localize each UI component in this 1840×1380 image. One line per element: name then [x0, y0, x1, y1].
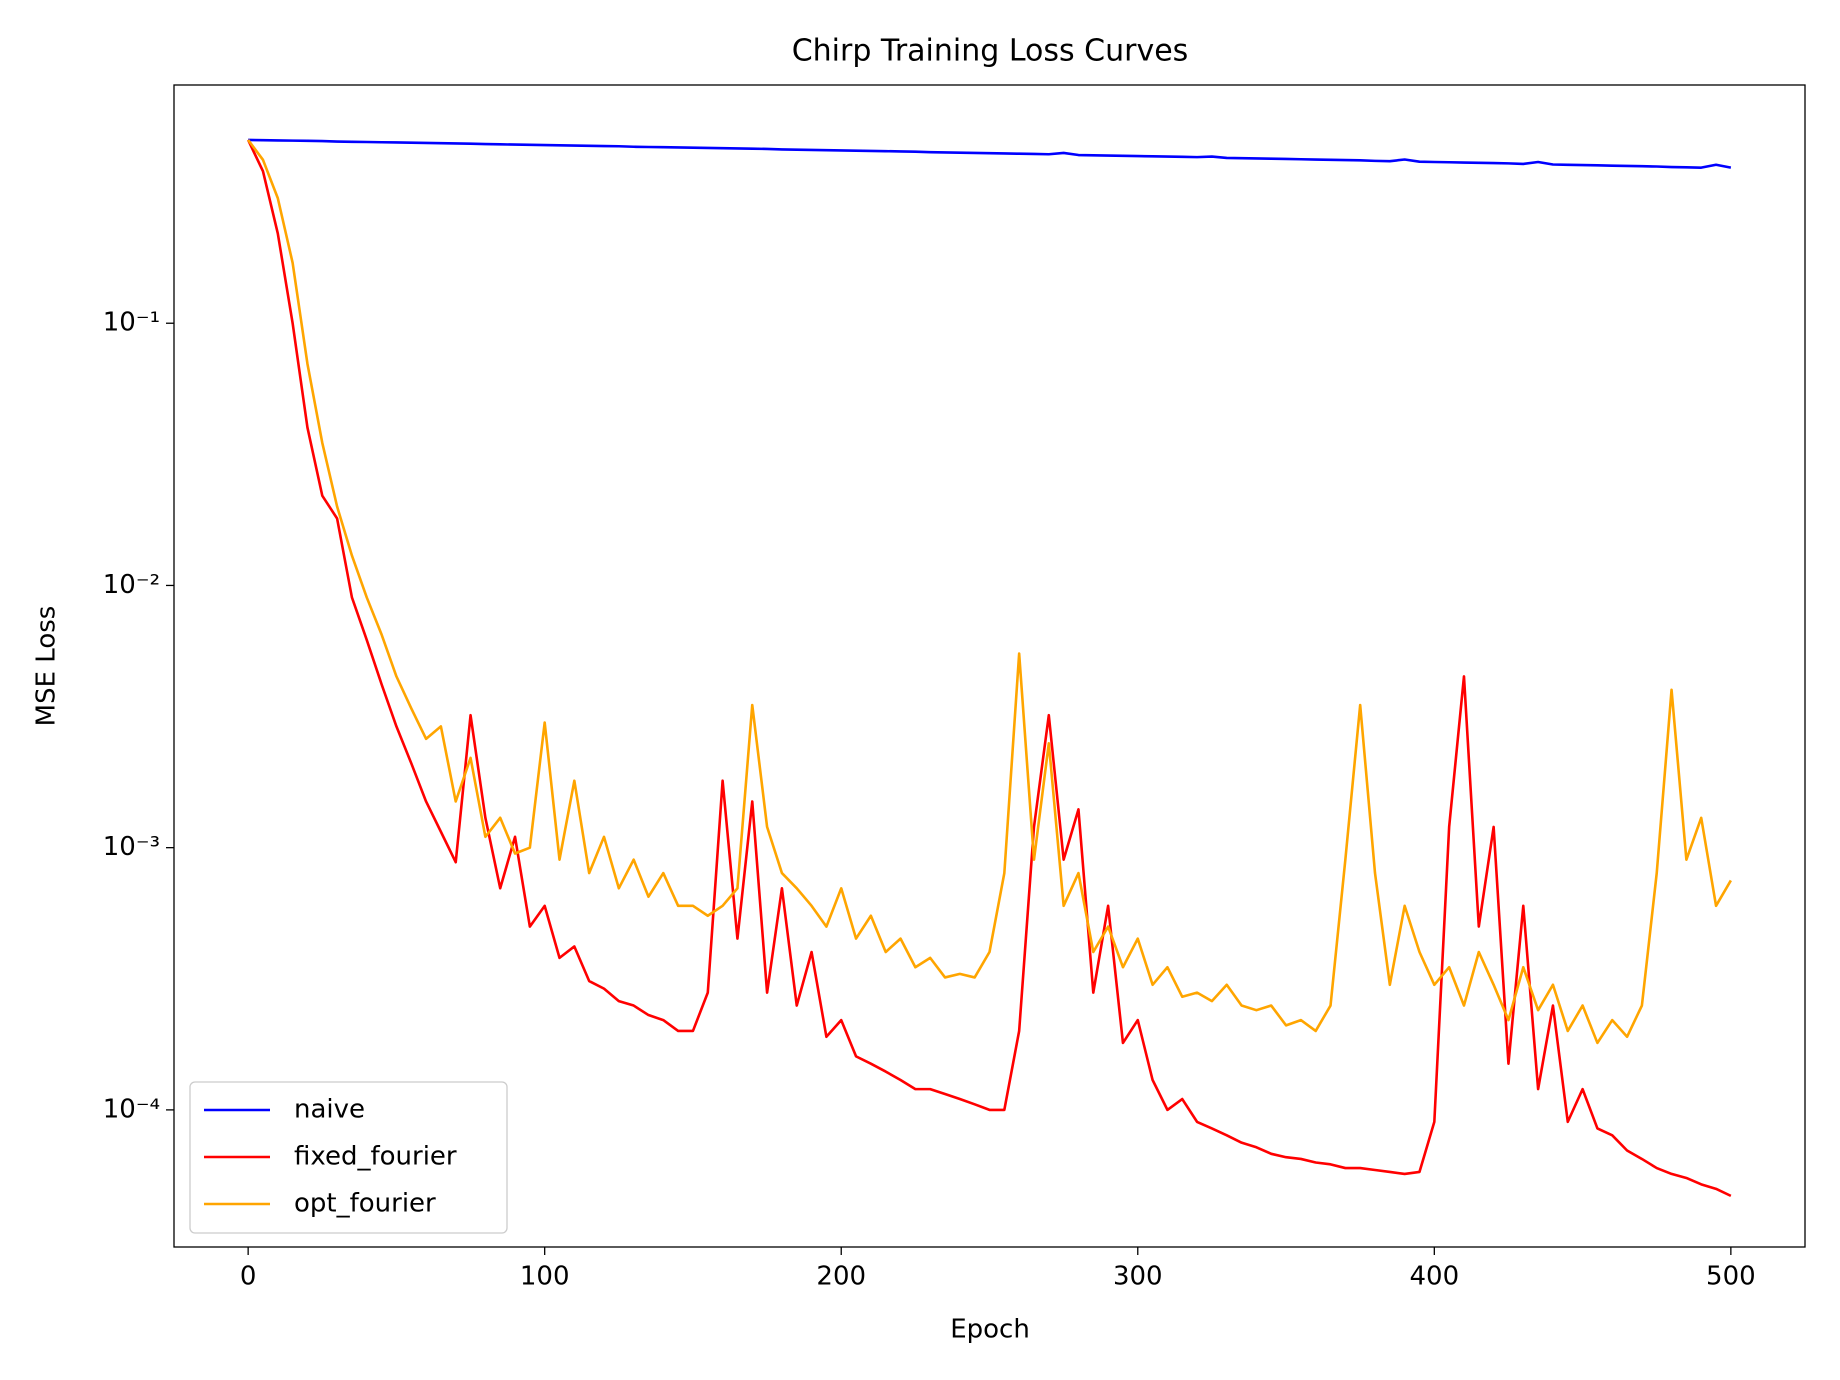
series-line	[247, 139, 1732, 1045]
y-tick-label: 10⁻⁴	[103, 1094, 160, 1124]
x-tick-label: 0	[240, 1262, 257, 1292]
series-line	[248, 138, 1732, 169]
axes-frame	[173, 84, 1806, 1248]
y-tick-label: 10⁻¹	[103, 308, 160, 338]
legend-box	[189, 1081, 508, 1234]
x-tick-label: 500	[1706, 1262, 1756, 1292]
y-axis-label: MSE Loss	[32, 606, 62, 727]
x-tick-label: 200	[816, 1262, 866, 1292]
x-tick-label: 400	[1409, 1262, 1459, 1292]
legend-label: naive	[294, 1095, 365, 1125]
legend-label: opt_fourier	[294, 1189, 436, 1219]
y-tick-label: 10⁻²	[103, 570, 160, 600]
series-line	[246, 139, 1732, 1198]
x-tick-label: 300	[1113, 1262, 1163, 1292]
legend-label: fixed_fourier	[294, 1142, 457, 1172]
chart-title: Chirp Training Loss Curves	[792, 34, 1189, 69]
x-axis-label: Epoch	[950, 1315, 1030, 1345]
y-tick-label: 10⁻³	[103, 832, 160, 862]
x-tick-label: 100	[520, 1262, 570, 1292]
